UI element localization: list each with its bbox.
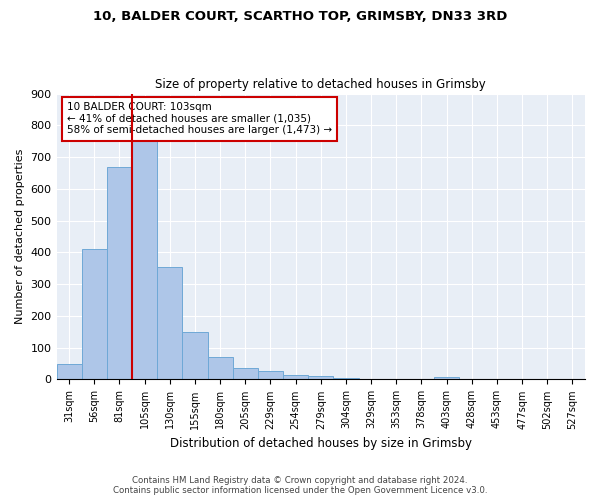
Bar	[233, 368, 258, 380]
Text: 10, BALDER COURT, SCARTHO TOP, GRIMSBY, DN33 3RD: 10, BALDER COURT, SCARTHO TOP, GRIMSBY, …	[93, 10, 507, 23]
Y-axis label: Number of detached properties: Number of detached properties	[15, 149, 25, 324]
Text: 10 BALDER COURT: 103sqm
← 41% of detached houses are smaller (1,035)
58% of semi: 10 BALDER COURT: 103sqm ← 41% of detache…	[67, 102, 332, 136]
X-axis label: Distribution of detached houses by size in Grimsby: Distribution of detached houses by size …	[170, 437, 472, 450]
Bar	[334, 378, 359, 380]
Title: Size of property relative to detached houses in Grimsby: Size of property relative to detached ho…	[155, 78, 486, 91]
Bar	[132, 141, 157, 380]
Text: Contains HM Land Registry data © Crown copyright and database right 2024.
Contai: Contains HM Land Registry data © Crown c…	[113, 476, 487, 495]
Bar	[107, 166, 132, 380]
Bar	[258, 371, 283, 380]
Bar	[283, 374, 308, 380]
Bar	[308, 376, 334, 380]
Bar	[434, 377, 459, 380]
Bar	[82, 249, 107, 380]
Bar	[157, 268, 182, 380]
Bar	[56, 364, 82, 380]
Bar	[182, 332, 208, 380]
Bar	[208, 356, 233, 380]
